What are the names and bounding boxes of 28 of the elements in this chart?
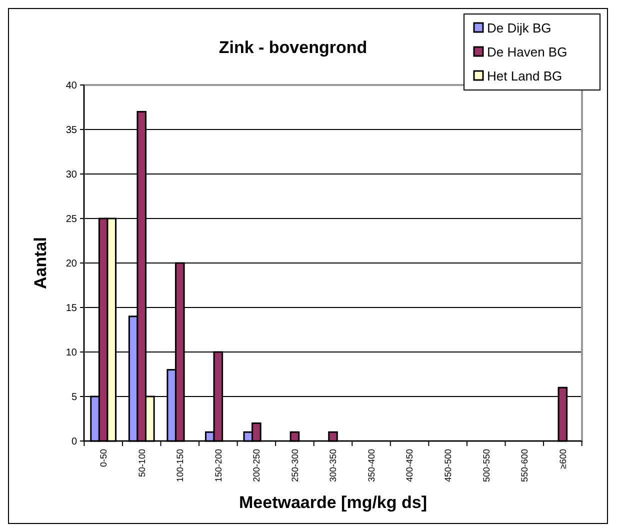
y-axis-title: Aantal [31,237,50,289]
x-tick-label: 100-150 [175,449,186,482]
x-tick-label: 550-600 [520,449,530,482]
x-axis-title: Meetwaarde [mg/kg ds] [239,493,427,512]
y-tick-label: 30 [66,170,78,180]
x-tick-label: 300-350 [328,449,338,482]
x-tick-label: 350-400 [366,449,376,482]
y-tick-label: 35 [66,125,78,136]
x-tick-label: 250-300 [290,449,300,482]
y-tick-label: 0 [71,436,78,448]
x-tick-label: 500-550 [481,449,492,482]
x-tick-label: 450-500 [442,449,453,482]
x-tick-label: ≥600 [558,449,568,469]
legend-label: De Dijk BG [487,20,552,36]
x-tick-label: 150-200 [213,449,224,482]
y-tick-label: 20 [66,258,78,270]
x-tick-label: 200-250 [252,449,262,482]
y-tick-label: 5 [71,392,78,403]
chart-title: Zink - bovengrond [218,38,368,57]
y-tick-label: 25 [66,214,78,225]
y-tick-label: 15 [66,303,78,314]
legend-label: Het Land BG [487,68,562,84]
y-tick-label: 40 [66,80,78,92]
x-tick-label: 400-450 [404,449,415,482]
x-tick-label: 0-50 [98,449,108,468]
legend-label: De Haven BG [487,44,568,60]
x-tick-label: 50-100 [136,449,147,478]
y-tick-label: 10 [66,348,78,358]
